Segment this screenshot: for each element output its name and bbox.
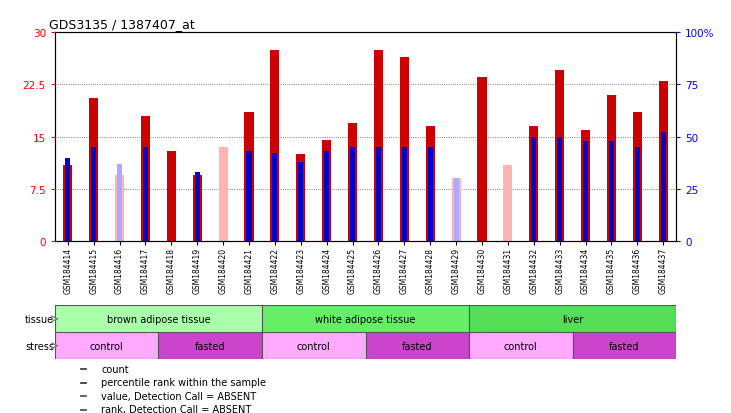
Text: control: control: [90, 341, 124, 351]
Bar: [555, 71, 564, 242]
Text: liver: liver: [562, 314, 583, 324]
Bar: [374, 50, 383, 242]
Bar: [572, 332, 676, 359]
Bar: [117, 164, 122, 242]
Bar: [400, 57, 409, 242]
Bar: [64, 165, 72, 242]
Bar: [219, 148, 227, 242]
Bar: [348, 123, 357, 242]
Bar: [453, 179, 458, 242]
Bar: [452, 179, 461, 242]
Bar: [80, 368, 86, 370]
Bar: [296, 155, 306, 242]
Bar: [194, 173, 200, 242]
Bar: [270, 50, 279, 242]
Bar: [661, 133, 666, 242]
Bar: [262, 332, 366, 359]
Text: control: control: [297, 341, 330, 351]
Bar: [65, 158, 70, 242]
Bar: [246, 152, 251, 242]
Text: white adipose tissue: white adipose tissue: [315, 314, 416, 324]
Text: GDS3135 / 1387407_at: GDS3135 / 1387407_at: [48, 17, 194, 31]
Bar: [143, 148, 148, 242]
Bar: [633, 113, 642, 242]
Bar: [477, 78, 487, 242]
Bar: [55, 332, 159, 359]
Bar: [244, 113, 254, 242]
Bar: [167, 151, 176, 242]
Bar: [469, 306, 676, 332]
Text: brown adipose tissue: brown adipose tissue: [107, 314, 211, 324]
Bar: [376, 148, 381, 242]
Text: fasted: fasted: [609, 341, 640, 351]
Bar: [659, 82, 667, 242]
Bar: [469, 332, 572, 359]
Bar: [89, 99, 98, 242]
Bar: [402, 148, 407, 242]
Bar: [581, 131, 590, 242]
Bar: [504, 165, 512, 242]
Bar: [115, 176, 124, 242]
Bar: [80, 409, 86, 410]
Bar: [55, 306, 262, 332]
Text: stress: stress: [26, 341, 54, 351]
Bar: [366, 332, 469, 359]
Bar: [350, 148, 355, 242]
Bar: [91, 148, 96, 242]
Bar: [298, 162, 303, 242]
Text: rank, Detection Call = ABSENT: rank, Detection Call = ABSENT: [102, 404, 251, 413]
Bar: [583, 142, 588, 242]
Text: fasted: fasted: [195, 341, 225, 351]
Bar: [324, 152, 329, 242]
Text: tissue: tissue: [25, 314, 54, 324]
Text: percentile rank within the sample: percentile rank within the sample: [102, 377, 266, 387]
Text: value, Detection Call = ABSENT: value, Detection Call = ABSENT: [102, 391, 257, 401]
Text: control: control: [504, 341, 538, 351]
Bar: [557, 137, 562, 242]
Bar: [193, 176, 202, 242]
Text: fasted: fasted: [402, 341, 433, 351]
Bar: [607, 95, 616, 242]
Bar: [635, 148, 640, 242]
Bar: [80, 395, 86, 396]
Bar: [262, 306, 469, 332]
Bar: [531, 137, 537, 242]
Bar: [425, 127, 435, 242]
Bar: [272, 154, 278, 242]
Bar: [529, 127, 538, 242]
Bar: [80, 382, 86, 383]
Bar: [609, 142, 614, 242]
Text: count: count: [102, 364, 129, 374]
Bar: [322, 141, 331, 242]
Bar: [159, 332, 262, 359]
Bar: [141, 116, 150, 242]
Bar: [428, 148, 433, 242]
